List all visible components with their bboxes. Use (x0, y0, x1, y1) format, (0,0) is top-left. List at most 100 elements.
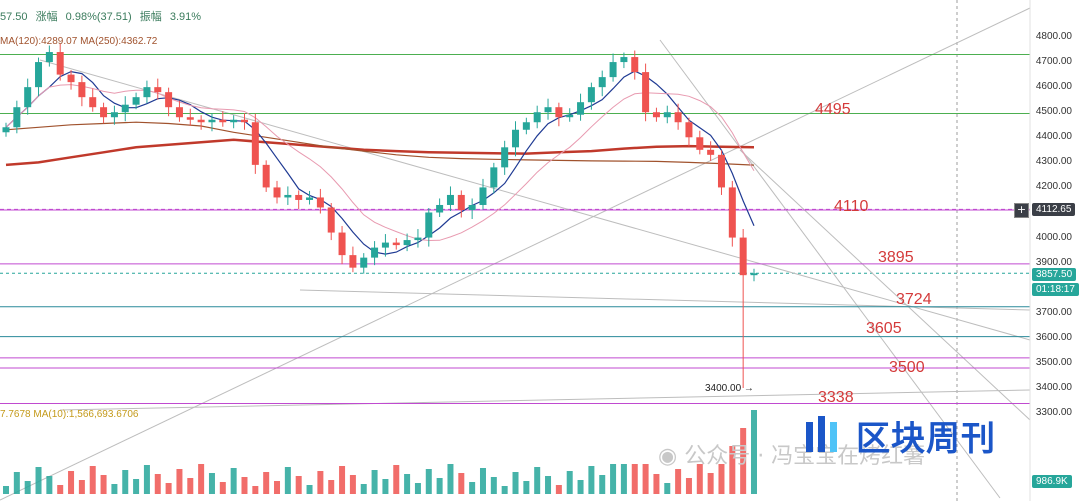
ma120-line (5, 138, 755, 167)
candle-body (457, 194, 465, 210)
candle-body (338, 232, 346, 256)
volume-bar (349, 475, 356, 494)
candle-body (240, 119, 248, 123)
trendline (39, 59, 1031, 341)
volume-bar (729, 446, 736, 494)
volume-bar (241, 477, 248, 494)
volume-bar (219, 482, 226, 494)
candle-body (165, 92, 173, 108)
candle-body (262, 164, 270, 188)
price-tick-label: 4800.00 (1035, 31, 1072, 42)
price-tick-label: 4400.00 (1035, 131, 1072, 143)
volume-bar (68, 471, 75, 494)
brand-text: 区块周刊 (856, 418, 996, 459)
volume-ma10: MA(10):1,566,693.6706 (33, 409, 139, 420)
volume-bar (479, 468, 486, 494)
price-tick-label: 3600.00 (1035, 331, 1072, 343)
candle-body (609, 62, 617, 78)
price-tick-label: 4700.00 (1035, 56, 1072, 68)
ohlc-info-bar: 57.50 涨幅 0.98%(37.51) 振幅 3.91% (0, 8, 206, 24)
ma-short-line (5, 70, 755, 255)
volume-bar (13, 472, 20, 494)
candle-body (13, 107, 21, 128)
candle-body (566, 114, 574, 118)
volume-bar (78, 480, 85, 494)
current-price-tag: 3857.50 (1032, 268, 1077, 281)
volume-bar (740, 428, 747, 494)
volume-bar (404, 474, 411, 494)
candle-body (110, 112, 118, 118)
ma250-legend: MA(250):4362.72 (80, 36, 158, 47)
candle-body (446, 194, 454, 205)
volume-bar (295, 476, 302, 494)
volume-bar (642, 464, 649, 494)
candle-body (100, 107, 108, 118)
volume-bar (317, 471, 324, 494)
grid-layer (0, 0, 1030, 501)
candle-body (284, 194, 292, 198)
volume-bar (512, 472, 519, 494)
candles-layer (2, 43, 758, 388)
candle-body (425, 212, 433, 238)
volume-bar (89, 466, 96, 494)
volume-bar (3, 486, 9, 494)
change-label: 涨幅 (35, 11, 58, 23)
level-label-3895: 3895 (878, 249, 914, 266)
brand-logo: 区块周刊 (800, 412, 996, 459)
volume-bar (469, 482, 476, 494)
candle-body (392, 242, 400, 246)
candle-body (717, 154, 725, 188)
volume-bar (111, 484, 118, 494)
volume-bar (143, 465, 150, 494)
volume-bar (328, 480, 335, 494)
candle-body (739, 237, 747, 276)
candle-body (371, 247, 379, 258)
candle-body (67, 74, 75, 83)
price-tick-label: 4500.00 (1035, 106, 1072, 118)
candle-body (663, 112, 671, 118)
ma-mid-line (5, 84, 755, 242)
candle-body (197, 119, 205, 123)
watermark-text: 公众号 · 冯宝宝在烤红薯 (684, 444, 926, 469)
amplitude-pct: 3.91% (169, 11, 202, 23)
volume-bar (154, 474, 161, 494)
volume-bar (458, 473, 465, 494)
candle-body (56, 52, 64, 75)
candle-body (154, 87, 162, 93)
levels-layer (0, 54, 1030, 405)
volume-bar (534, 467, 541, 494)
candle-body (468, 204, 476, 210)
change-pct: 0.98%(37.51) (65, 11, 132, 23)
volume-bar (208, 473, 215, 494)
wechat-icon: ◉ (658, 444, 678, 469)
volume-bar (187, 478, 194, 494)
volume-bar (284, 467, 291, 494)
candle-body (208, 119, 216, 123)
level-label-3724: 3724 (896, 291, 932, 308)
volume-bar (339, 466, 346, 494)
candle-body (414, 237, 422, 241)
candle-body (436, 204, 444, 213)
countdown-tag: 01:18:17 (1032, 283, 1079, 296)
volume-bar (176, 469, 183, 494)
volume-bar (447, 464, 454, 494)
add-level-button[interactable]: + (1014, 203, 1029, 218)
volume-tag: 986.9K (1032, 475, 1072, 488)
volume-bar (653, 474, 660, 494)
volume-bar (599, 475, 606, 494)
amplitude-label: 振幅 (139, 11, 162, 23)
level-label-3605: 3605 (866, 320, 902, 337)
volume-bar (46, 476, 53, 494)
level-label-3338: 3338 (818, 389, 854, 406)
volume-bar (425, 469, 432, 494)
level-label-4110: 4110 (834, 198, 869, 215)
volume-bar (35, 467, 42, 494)
trendlines-layer (0, 7, 1031, 501)
candle-body (230, 119, 238, 123)
candle-body (696, 137, 704, 150)
candle-body (35, 62, 43, 88)
watermark: ◉ 公众号 · 冯宝宝在烤红薯 (658, 438, 925, 470)
candle-body (479, 187, 487, 205)
candle-body (316, 197, 324, 208)
